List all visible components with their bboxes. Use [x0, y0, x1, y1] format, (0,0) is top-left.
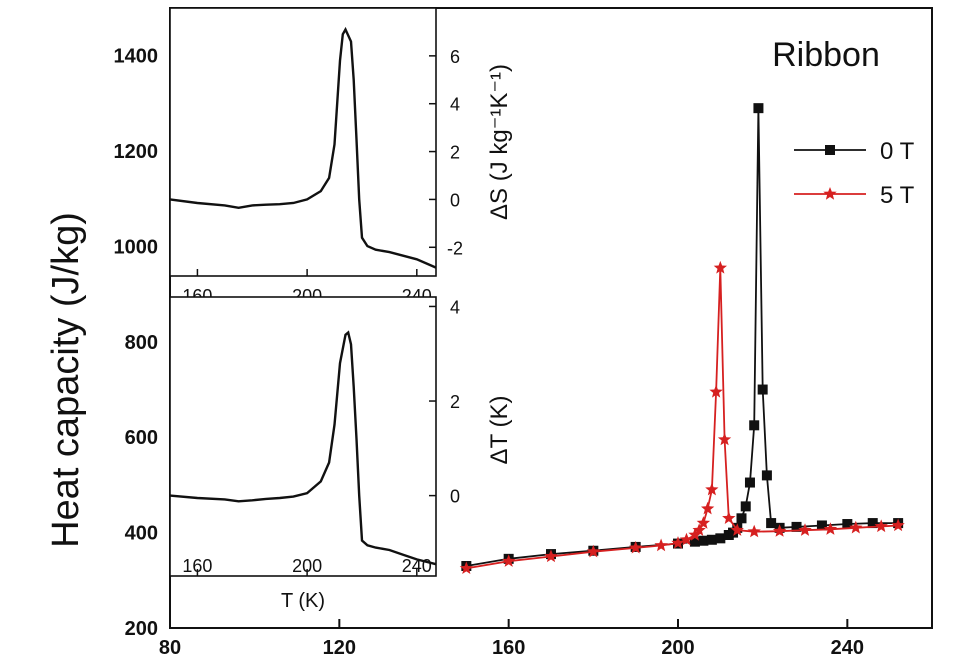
inset-temperature-y-tick-label: 0 [450, 487, 460, 507]
series-5T [459, 260, 905, 574]
data-point [736, 513, 747, 524]
data-point [744, 477, 755, 488]
data-point [722, 511, 736, 524]
data-point [544, 549, 558, 563]
data-point [688, 528, 702, 541]
data-point [692, 523, 706, 536]
data-point [586, 544, 600, 558]
data-point [749, 420, 760, 431]
inset-entropy-y-tick-label: 6 [450, 47, 460, 67]
data-point [867, 518, 878, 529]
data-point [679, 532, 694, 546]
legend-label: 5 T [880, 182, 915, 209]
data-point [753, 103, 764, 114]
data-point [740, 501, 751, 512]
data-point [715, 533, 726, 544]
inset-entropy-y-tick-label: 0 [450, 190, 460, 210]
data-point [706, 534, 717, 545]
main-y-tick-label: 600 [125, 427, 158, 449]
main-plot: 80 120 160 200 240200400600800100012001400He… [45, 7, 933, 659]
inset-temperature-frame [169, 296, 437, 577]
legend: 0 T 5 T [794, 138, 915, 209]
series-0T [461, 103, 904, 571]
main-x-tick-label: 200 [661, 637, 694, 659]
data-point [891, 518, 905, 532]
data-point [761, 470, 772, 481]
main-y-tick-label: 400 [125, 523, 158, 545]
legend-marker [823, 187, 837, 200]
legend-label: 0 T [880, 138, 915, 165]
data-point [713, 260, 727, 274]
main-y-tick-label: 800 [125, 332, 158, 354]
data-point [766, 518, 777, 529]
main-x-tick-label: 80 [159, 637, 181, 659]
inset-temperature-curve [169, 330, 437, 566]
data-point [709, 384, 723, 398]
main-x-tick-label: 240 [831, 637, 864, 659]
inset-temperature-x-axis-label: T (K) [281, 590, 325, 612]
inset-entropy-y-axis-label: ΔS (J kg⁻¹K⁻¹) [486, 64, 513, 220]
inset-entropy-y-tick-label: 4 [450, 95, 460, 115]
data-point [717, 432, 732, 446]
data-point [502, 554, 516, 567]
data-point [842, 519, 853, 530]
data-point [689, 536, 700, 547]
data-point [698, 535, 709, 546]
inset-temperature-x-tick-label: 160 [182, 556, 212, 576]
data-point [849, 520, 863, 534]
inset-temperature-y-tick-label: 4 [450, 297, 460, 317]
inset-entropy-y-tick-label: 2 [450, 143, 460, 163]
main-y-tick-label: 1400 [114, 46, 159, 68]
inset-temperature-y-tick-label: 2 [450, 392, 460, 412]
data-point [459, 561, 473, 574]
data-point [730, 523, 744, 536]
main-x-tick-label: 120 [323, 637, 356, 659]
main-y-tick-label: 1000 [114, 236, 159, 258]
data-point [757, 384, 768, 395]
inset-entropy-y-tick-label: -2 [447, 238, 463, 258]
legend-marker [825, 145, 835, 155]
data-point [791, 521, 802, 532]
main-x-tick-label: 160 [492, 637, 525, 659]
data-point [823, 522, 838, 535]
data-point [874, 519, 888, 533]
data-point [798, 523, 812, 536]
data-point [671, 536, 685, 549]
main-y-axis-label: Heat capacity (J/kg) [45, 212, 87, 548]
data-point [629, 540, 643, 554]
main-y-tick-label: 1200 [114, 141, 159, 163]
data-point [701, 501, 715, 515]
series-line [466, 108, 899, 567]
data-point [816, 520, 827, 531]
inset-temperature-x-tick-label: 200 [292, 556, 322, 576]
inset-entropy-curve [169, 26, 437, 269]
main-y-tick-label: 200 [125, 618, 158, 640]
series-line [466, 267, 899, 570]
data-point [747, 524, 761, 538]
data-point [696, 516, 711, 529]
data-point [654, 538, 668, 552]
data-point [772, 524, 787, 537]
data-point [705, 482, 719, 496]
chart-title: Ribbon [772, 36, 880, 74]
inset-temperature-y-axis-label: ΔT (K) [486, 396, 513, 465]
inset-entropy-frame [169, 7, 437, 277]
